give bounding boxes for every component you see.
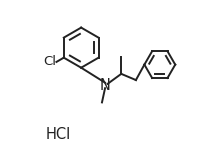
Text: Cl: Cl <box>43 55 56 68</box>
Text: HCl: HCl <box>46 127 71 141</box>
Text: N: N <box>100 78 110 93</box>
